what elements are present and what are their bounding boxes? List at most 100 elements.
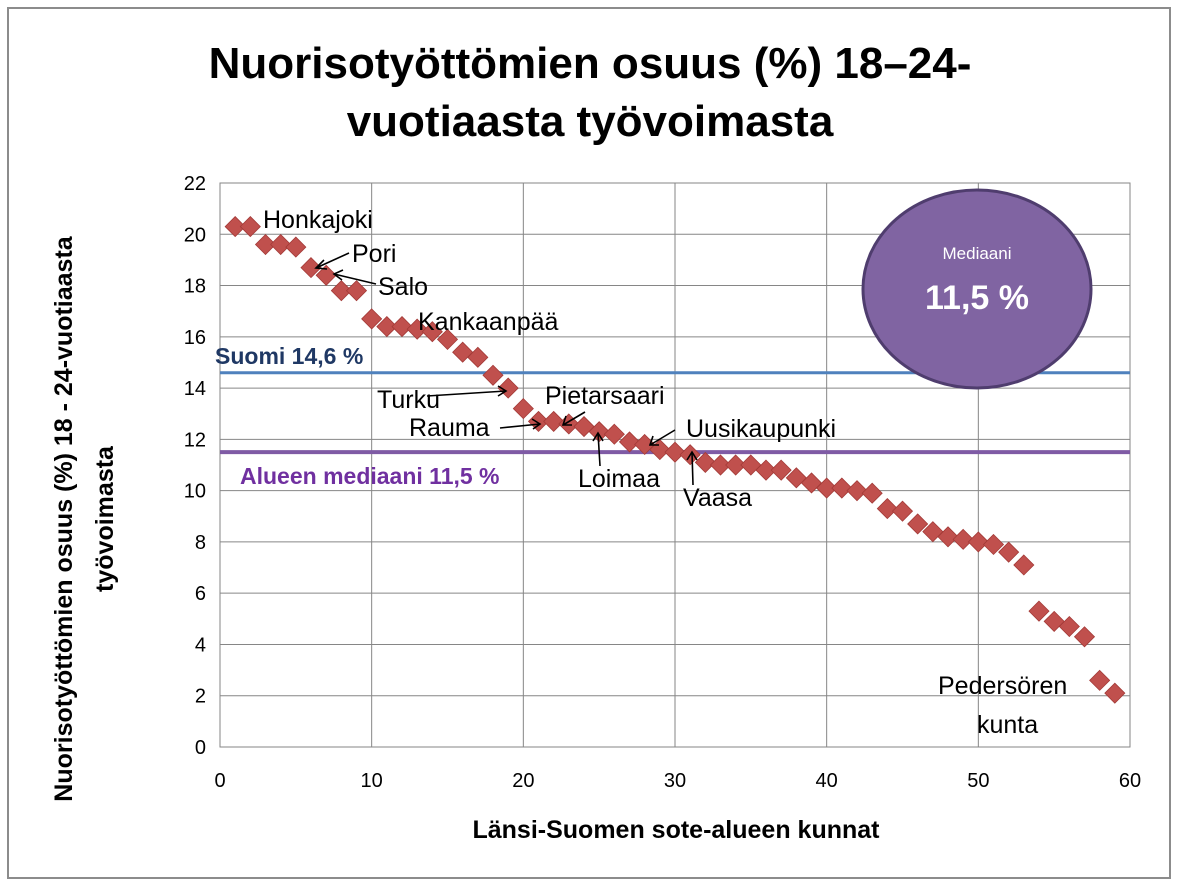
- annotation-salo: Salo: [378, 273, 428, 301]
- data-point: [527, 410, 550, 432]
- suomi-line-label: Suomi 14,6 %: [215, 343, 363, 369]
- data-point: [603, 423, 625, 445]
- annotation-kankaanpaa: Kankaanpää: [418, 308, 559, 336]
- y-tick-label: 22: [184, 173, 206, 195]
- y-tick-label: 4: [195, 634, 206, 656]
- arrow-vaasa: [686, 450, 698, 486]
- data-point: [876, 498, 898, 520]
- data-point: [694, 451, 716, 474]
- annotation-honkajoki: Honkajoki: [263, 206, 373, 234]
- y-tick-labels: 0 2 4 6 8 10 12 14 16 18 20 22: [184, 173, 206, 759]
- data-point: [831, 477, 853, 499]
- arrow-rauma: [499, 418, 542, 430]
- annotation-kunta: kunta: [977, 711, 1038, 739]
- data-point: [421, 321, 443, 343]
- data-point: [482, 364, 504, 386]
- data-point: [861, 482, 883, 504]
- plot-area: [219, 182, 1131, 748]
- arrow-uusikaupunki: [648, 429, 676, 446]
- y-tick-label: 18: [184, 276, 206, 298]
- data-point: [755, 459, 777, 481]
- annotation-rauma: Rauma: [409, 414, 490, 442]
- annotation-pietarsaari: Pietarsaari: [545, 382, 665, 410]
- data-point: [998, 541, 1020, 563]
- y-tick-label: 0: [195, 737, 206, 759]
- x-axis-title: Länsi-Suomen sote-alueen kunnat: [472, 816, 880, 844]
- y-axis-title-line1: Nuorisotyöttömien osuus (%) 18 - 24-vuot…: [50, 235, 78, 801]
- arrow-pietarsaari: [561, 411, 586, 426]
- data-point: [1028, 600, 1050, 622]
- y-tick-label: 12: [184, 429, 206, 451]
- data-point: [709, 454, 732, 476]
- y-tick-label: 2: [195, 686, 206, 708]
- x-tick-label: 60: [1119, 770, 1141, 792]
- x-tick-label: 30: [664, 770, 686, 792]
- x-tick-label: 0: [214, 770, 225, 792]
- y-axis-title-line2: työvoimasta: [91, 445, 119, 592]
- annotation-arrows: [314, 252, 698, 486]
- y-tick-label: 8: [195, 532, 206, 554]
- data-point: [967, 531, 989, 553]
- chart-frame: [7, 7, 1171, 879]
- data-point: [361, 308, 383, 330]
- annotation-pori: Pori: [352, 240, 396, 268]
- y-tick-label: 16: [184, 327, 206, 349]
- annotation-uusikaupunki: Uusikaupunki: [686, 415, 836, 443]
- data-point: [618, 431, 641, 453]
- data-point: [907, 513, 929, 535]
- chart-title-line1: Nuorisotyöttömien osuus (%) 18–24-: [209, 39, 972, 88]
- arrow-loimaa: [592, 431, 604, 467]
- arrow-salo: [332, 269, 377, 285]
- data-point: [1104, 682, 1126, 704]
- data-point: [391, 315, 413, 338]
- data-point: [952, 528, 974, 550]
- data-point: [315, 264, 337, 286]
- data-point: [543, 410, 565, 432]
- data-point: [512, 398, 534, 420]
- data-point: [270, 233, 292, 256]
- x-tick-label: 40: [816, 770, 838, 792]
- x-tick-label: 10: [361, 770, 383, 792]
- data-point: [467, 346, 489, 368]
- data-point: [254, 233, 277, 256]
- data-point: [891, 500, 914, 522]
- median-bubble-label: Mediaani: [943, 244, 1012, 263]
- annotation-turku: Turku: [377, 386, 440, 414]
- data-points: [224, 216, 1126, 704]
- data-point: [285, 236, 307, 258]
- data-point: [846, 480, 868, 502]
- x-tick-label: 50: [967, 770, 989, 792]
- chart-title-line2: vuotiaasta työvoimasta: [347, 97, 834, 146]
- data-point: [239, 216, 261, 238]
- annotation-vaasa: Vaasa: [683, 484, 752, 512]
- data-point: [1073, 626, 1096, 648]
- data-point: [436, 328, 459, 350]
- arrow-turku: [426, 385, 508, 397]
- median-line-label: Alueen mediaani 11,5 %: [240, 463, 500, 489]
- data-point: [982, 533, 1005, 556]
- data-point: [300, 257, 322, 279]
- x-tick-labels: 0 10 20 30 40 50 60: [214, 770, 1141, 792]
- data-point: [770, 459, 792, 481]
- median-bubble: [861, 188, 1093, 390]
- data-point: [1058, 615, 1080, 638]
- data-point: [224, 216, 246, 238]
- y-tick-label: 10: [184, 481, 206, 503]
- data-point: [345, 280, 368, 302]
- median-bubble-value: 11,5 %: [925, 279, 1029, 317]
- data-point: [664, 441, 686, 463]
- y-tick-label: 20: [184, 224, 206, 246]
- data-point: [937, 526, 959, 548]
- y-tick-label: 6: [195, 583, 206, 605]
- data-point: [406, 318, 428, 340]
- arrow-pori: [314, 252, 350, 270]
- y-tick-label: 14: [184, 378, 206, 400]
- data-point: [1089, 669, 1111, 691]
- data-point: [816, 477, 838, 499]
- annotation-loimaa: Loimaa: [578, 465, 660, 493]
- annotation-pedersoren: Pedersören: [938, 672, 1067, 700]
- data-point: [330, 280, 352, 302]
- data-point: [1013, 554, 1035, 576]
- x-tick-label: 20: [512, 770, 534, 792]
